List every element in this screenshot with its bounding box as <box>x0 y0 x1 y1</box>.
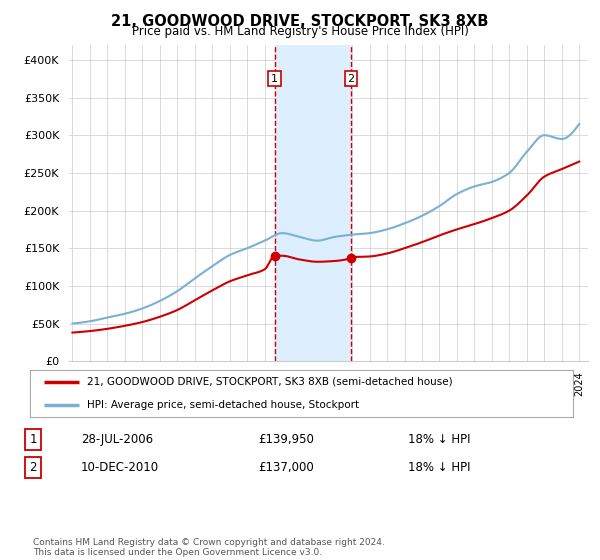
Text: 10-DEC-2010: 10-DEC-2010 <box>81 461 159 474</box>
Text: 21, GOODWOOD DRIVE, STOCKPORT, SK3 8XB: 21, GOODWOOD DRIVE, STOCKPORT, SK3 8XB <box>112 14 488 29</box>
Text: 21, GOODWOOD DRIVE, STOCKPORT, SK3 8XB (semi-detached house): 21, GOODWOOD DRIVE, STOCKPORT, SK3 8XB (… <box>87 377 452 387</box>
Bar <box>275 45 351 361</box>
Text: £139,950: £139,950 <box>258 433 314 446</box>
Text: Contains HM Land Registry data © Crown copyright and database right 2024.
This d: Contains HM Land Registry data © Crown c… <box>33 538 385 557</box>
Text: HPI: Average price, semi-detached house, Stockport: HPI: Average price, semi-detached house,… <box>87 400 359 410</box>
Text: 1: 1 <box>29 433 37 446</box>
Text: 28-JUL-2006: 28-JUL-2006 <box>81 433 153 446</box>
Text: 1: 1 <box>271 74 278 83</box>
Text: 2: 2 <box>347 74 355 83</box>
Text: 18% ↓ HPI: 18% ↓ HPI <box>408 433 470 446</box>
Text: £137,000: £137,000 <box>258 461 314 474</box>
Text: 2: 2 <box>29 461 37 474</box>
Text: 18% ↓ HPI: 18% ↓ HPI <box>408 461 470 474</box>
Text: Price paid vs. HM Land Registry's House Price Index (HPI): Price paid vs. HM Land Registry's House … <box>131 25 469 38</box>
